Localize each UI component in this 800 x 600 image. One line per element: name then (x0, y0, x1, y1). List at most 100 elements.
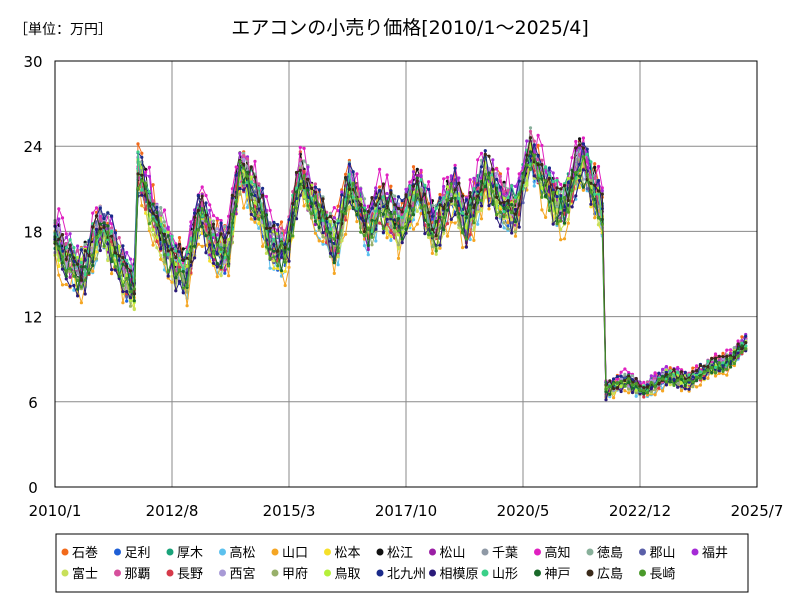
legend-item: 松本 (324, 546, 361, 561)
data-point (294, 190, 299, 194)
data-point (566, 176, 570, 180)
data-point (227, 214, 231, 218)
data-point (276, 264, 280, 268)
data-point (310, 186, 314, 190)
data-point (381, 182, 385, 186)
data-point (79, 248, 83, 252)
data-point (729, 356, 733, 360)
data-point (181, 258, 185, 262)
data-point (525, 181, 529, 185)
series-line (54, 156, 746, 399)
data-point (211, 233, 216, 237)
data-point (189, 224, 193, 228)
data-point (540, 163, 544, 167)
data-point (721, 351, 725, 355)
data-point (717, 366, 721, 370)
data-point (615, 381, 620, 385)
legend-marker (376, 548, 384, 556)
data-point (344, 211, 348, 215)
data-point (502, 221, 506, 225)
data-point (653, 388, 657, 392)
data-point (279, 255, 284, 259)
data-point (419, 174, 423, 178)
data-point (638, 392, 642, 396)
data-point (721, 355, 725, 359)
data-point (702, 364, 706, 368)
data-point (657, 386, 661, 390)
data-point (736, 351, 740, 355)
data-point (668, 366, 672, 370)
data-point (328, 251, 333, 255)
data-point (702, 370, 706, 374)
data-point (612, 396, 616, 400)
data-point (257, 222, 261, 226)
data-point (227, 238, 231, 242)
data-point (676, 378, 680, 382)
data-point (442, 196, 446, 200)
data-point (400, 210, 404, 214)
data-point (630, 383, 635, 387)
legend-item: 神戸 (534, 567, 571, 582)
data-point (249, 212, 253, 216)
data-point (385, 231, 389, 235)
data-point (181, 291, 185, 295)
data-point (276, 223, 280, 227)
data-point (223, 224, 227, 229)
data-point (427, 210, 431, 215)
legend-label: 松江 (387, 546, 413, 561)
data-point (570, 205, 574, 209)
data-point (604, 390, 608, 394)
data-point (411, 218, 416, 222)
data-point (593, 192, 597, 196)
data-point (155, 223, 159, 227)
data-point (732, 356, 737, 360)
data-point (528, 154, 533, 158)
data-point (612, 392, 616, 396)
data-point (378, 207, 382, 211)
data-point (128, 283, 133, 287)
data-point (113, 265, 117, 269)
data-point (479, 198, 484, 203)
data-point (502, 196, 506, 200)
data-point (79, 265, 83, 269)
data-point (321, 235, 325, 239)
data-point (502, 203, 506, 207)
data-point (551, 222, 555, 226)
data-point (257, 226, 261, 230)
data-point (76, 271, 80, 275)
data-point (272, 255, 276, 259)
data-point (91, 269, 95, 273)
data-point (668, 372, 672, 377)
data-point (596, 164, 601, 169)
data-point (276, 249, 280, 253)
data-point (585, 173, 589, 177)
data-point (476, 183, 480, 187)
data-point (642, 386, 646, 390)
data-point (362, 234, 367, 238)
series-広島 (53, 136, 748, 391)
data-point (547, 172, 552, 176)
data-point (483, 149, 487, 153)
data-point (419, 206, 423, 210)
data-point (72, 263, 76, 267)
data-point (193, 215, 197, 219)
data-point (453, 203, 457, 207)
data-point (555, 208, 559, 212)
data-point (196, 228, 200, 232)
data-point (249, 217, 253, 221)
x-tick-label: 2012/8 (146, 502, 199, 520)
data-point (223, 268, 227, 272)
data-point (713, 352, 718, 356)
data-point (279, 233, 284, 237)
x-tick-label: 2025/7 (731, 502, 784, 520)
data-point (585, 147, 589, 151)
data-point (672, 377, 676, 381)
data-point (740, 347, 744, 351)
unit-label: ［単位：万円］ (14, 22, 112, 38)
data-point (559, 227, 563, 232)
data-point (596, 223, 601, 227)
data-point (385, 191, 389, 196)
data-point (430, 214, 434, 218)
data-point (419, 198, 423, 202)
data-point (245, 170, 250, 174)
